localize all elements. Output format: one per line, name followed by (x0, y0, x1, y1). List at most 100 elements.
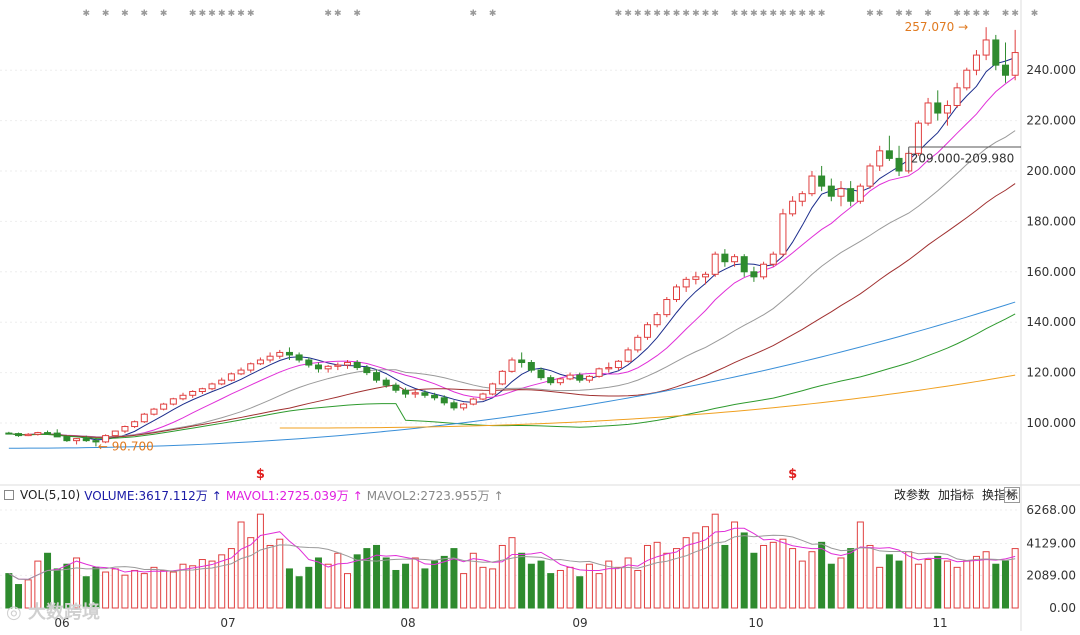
switch-indicator-button[interactable]: 换指标 (981, 488, 1018, 502)
candle[interactable] (702, 271, 710, 285)
candle[interactable] (353, 360, 361, 371)
candle[interactable] (34, 431, 42, 436)
candle[interactable] (692, 271, 700, 285)
candle[interactable] (972, 50, 980, 76)
candle[interactable] (682, 276, 690, 292)
candle[interactable] (585, 375, 593, 383)
candle[interactable] (750, 266, 758, 282)
candle[interactable] (624, 347, 632, 363)
candle[interactable] (431, 392, 439, 401)
candle[interactable] (140, 412, 148, 423)
candle[interactable] (672, 284, 680, 303)
candle[interactable] (740, 254, 748, 277)
candle[interactable] (82, 435, 90, 442)
candle[interactable] (324, 365, 332, 373)
candle[interactable] (198, 387, 206, 395)
add-indicator-button[interactable]: 加指标 (937, 488, 974, 502)
candle[interactable] (992, 34, 1000, 71)
candle[interactable] (489, 382, 497, 396)
candle[interactable] (15, 432, 23, 437)
candle[interactable] (963, 67, 971, 91)
candle[interactable] (382, 377, 390, 388)
candle[interactable] (218, 377, 226, 386)
candle[interactable] (498, 370, 506, 386)
candle[interactable] (789, 196, 797, 217)
candle[interactable] (344, 360, 352, 369)
candle[interactable] (643, 322, 651, 340)
candle[interactable] (334, 362, 342, 371)
candle[interactable] (779, 208, 787, 257)
candle[interactable] (92, 438, 100, 447)
candle[interactable] (392, 382, 400, 393)
candle[interactable] (53, 429, 61, 438)
candle[interactable] (179, 392, 187, 401)
candle[interactable] (982, 27, 990, 61)
square-icon[interactable] (4, 490, 14, 500)
candle[interactable] (169, 397, 177, 406)
candle[interactable] (711, 251, 719, 277)
candle[interactable] (247, 362, 255, 373)
candle[interactable] (895, 145, 903, 177)
candle[interactable] (285, 347, 293, 360)
candle[interactable] (208, 382, 216, 391)
candle[interactable] (537, 367, 545, 381)
candle[interactable] (527, 360, 535, 373)
candle[interactable] (411, 390, 419, 398)
candle[interactable] (634, 334, 642, 353)
candle[interactable] (924, 97, 932, 126)
close-icon[interactable]: ✕ (1004, 487, 1020, 503)
candle[interactable] (73, 438, 81, 445)
candle[interactable] (556, 377, 564, 386)
candle[interactable] (460, 402, 468, 411)
candle[interactable] (818, 165, 826, 192)
candle[interactable] (402, 387, 410, 398)
candle[interactable] (721, 249, 729, 267)
candle[interactable] (256, 357, 264, 366)
candle[interactable] (595, 367, 603, 378)
candle[interactable] (663, 297, 671, 318)
candle[interactable] (731, 254, 739, 267)
candle[interactable] (605, 362, 613, 373)
candle[interactable] (131, 420, 139, 429)
candle[interactable] (876, 145, 884, 171)
candle[interactable] (373, 370, 381, 383)
candle[interactable] (653, 312, 661, 328)
candle[interactable] (440, 395, 448, 406)
candle[interactable] (769, 251, 777, 267)
candle[interactable] (276, 349, 284, 359)
candle[interactable] (837, 181, 845, 207)
candle[interactable] (760, 261, 768, 280)
candle[interactable] (479, 392, 487, 401)
candle[interactable] (566, 372, 574, 381)
candle[interactable] (885, 135, 893, 161)
candle[interactable] (111, 430, 119, 437)
candle[interactable] (237, 367, 245, 376)
candle[interactable] (508, 357, 516, 373)
candle[interactable] (102, 434, 110, 444)
candle[interactable] (856, 183, 864, 204)
candle[interactable] (808, 171, 816, 197)
candle[interactable] (227, 372, 235, 382)
candle[interactable] (150, 407, 158, 416)
candle[interactable] (934, 90, 942, 121)
candle[interactable] (189, 390, 197, 398)
vol-indicator-label[interactable]: VOL(5,10) (20, 488, 81, 502)
candle[interactable] (266, 352, 274, 363)
candle[interactable] (576, 372, 584, 383)
candle[interactable] (518, 352, 526, 368)
candle[interactable] (421, 390, 429, 398)
candle[interactable] (160, 402, 168, 411)
candle[interactable] (827, 178, 835, 202)
candle[interactable] (1001, 42, 1009, 83)
candle[interactable] (63, 435, 71, 442)
candle[interactable] (469, 397, 477, 406)
candle[interactable] (1011, 29, 1019, 81)
candle[interactable] (44, 430, 52, 435)
candle[interactable] (547, 375, 555, 386)
candle[interactable] (314, 362, 322, 373)
candle[interactable] (305, 357, 313, 368)
candle[interactable] (847, 181, 855, 207)
candle[interactable] (914, 120, 922, 156)
candle[interactable] (943, 100, 951, 126)
